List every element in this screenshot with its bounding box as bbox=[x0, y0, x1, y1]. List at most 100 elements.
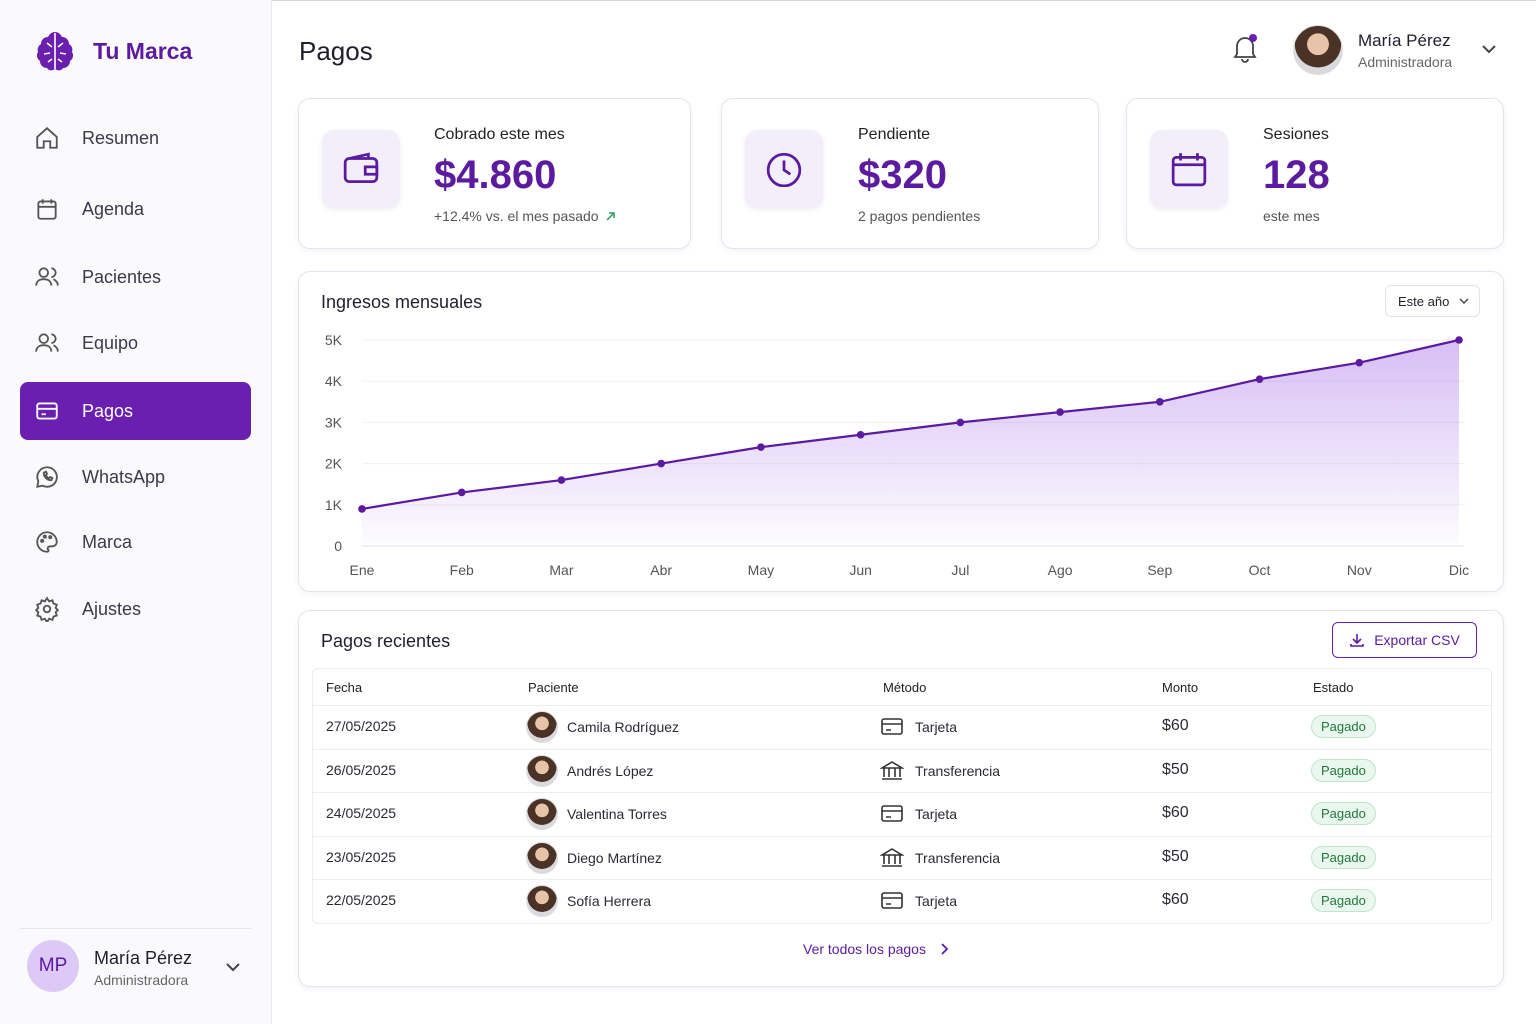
x-tick-label: Mar bbox=[549, 562, 573, 578]
patient-avatar bbox=[526, 711, 558, 743]
status-badge: Pagado bbox=[1311, 889, 1376, 913]
kpi-note-text: este mes bbox=[1263, 208, 1320, 224]
nav-label: Ajustes bbox=[82, 598, 142, 619]
table bbox=[312, 668, 1492, 924]
method-icon bbox=[880, 760, 904, 780]
status-badge: Pagado bbox=[1311, 845, 1376, 869]
kpi-value: $320 bbox=[858, 153, 947, 197]
period-filter-label: Este año bbox=[1398, 293, 1450, 309]
brand-logo bbox=[36, 32, 74, 71]
x-tick-label: Dic bbox=[1449, 562, 1469, 578]
nav-icon bbox=[36, 127, 58, 149]
nav-label: Marca bbox=[82, 531, 133, 552]
download-icon bbox=[1350, 634, 1365, 647]
period-filter[interactable]: Este año bbox=[1385, 285, 1480, 317]
export-button[interactable]: Exportar CSV bbox=[1332, 622, 1477, 658]
divider bbox=[20, 928, 251, 929]
amount: $50 bbox=[1162, 847, 1189, 865]
point bbox=[1455, 336, 1463, 344]
column-header: Paciente bbox=[528, 680, 579, 695]
amount: $50 bbox=[1162, 760, 1189, 778]
nav-item[interactable]: Pagos bbox=[20, 382, 251, 440]
point bbox=[856, 430, 865, 439]
patient-avatar bbox=[526, 754, 558, 787]
nav-item[interactable]: Agenda bbox=[20, 180, 251, 238]
nav-label: Resumen bbox=[82, 127, 160, 148]
chevron bbox=[1459, 298, 1469, 305]
amount: $60 bbox=[1162, 891, 1189, 909]
kpi-note: este mes bbox=[1263, 208, 1320, 224]
row-line bbox=[313, 879, 1491, 881]
nav-item[interactable]: Equipo bbox=[20, 314, 251, 372]
point bbox=[557, 476, 566, 484]
nav-icon bbox=[35, 333, 59, 352]
see-all-label: Ver todos los pagos bbox=[803, 941, 926, 957]
point bbox=[1056, 408, 1064, 416]
point bbox=[1255, 375, 1264, 383]
method: Tarjeta bbox=[915, 719, 958, 735]
patient: Valentina Torres bbox=[567, 806, 667, 823]
header-avatar bbox=[1293, 25, 1343, 75]
nav-label: Equipo bbox=[82, 332, 139, 353]
notifications[interactable] bbox=[1230, 32, 1260, 64]
kpi-note: 2 pagos pendientes bbox=[858, 208, 980, 224]
method: Tarjeta bbox=[915, 893, 958, 910]
date: 24/05/2025 bbox=[326, 805, 397, 822]
kpi-icon-box bbox=[745, 130, 823, 208]
user-role: Administradora bbox=[94, 972, 189, 988]
date: 27/05/2025 bbox=[326, 718, 397, 734]
kpi-icon-box bbox=[322, 130, 400, 208]
nav-label: Agenda bbox=[82, 198, 145, 219]
export-label: Exportar CSV bbox=[1374, 632, 1460, 648]
user-menu[interactable] bbox=[224, 958, 242, 976]
method: Tarjeta bbox=[915, 806, 958, 823]
nav-label: Pacientes bbox=[82, 266, 162, 287]
header-line bbox=[313, 705, 1491, 706]
x-tick-label: Abr bbox=[650, 562, 672, 578]
nav-item[interactable]: Resumen bbox=[20, 109, 251, 167]
column-header: Monto bbox=[1162, 680, 1199, 695]
trend-up bbox=[606, 212, 615, 221]
point bbox=[757, 443, 765, 451]
point bbox=[358, 505, 366, 513]
row-line bbox=[313, 792, 1491, 794]
header-menu[interactable] bbox=[1480, 40, 1498, 58]
user-name: María Pérez bbox=[94, 948, 193, 968]
point bbox=[657, 459, 665, 468]
nav-item[interactable]: Marca bbox=[20, 513, 251, 571]
brand-name: Tu Marca bbox=[93, 38, 193, 64]
nav-label: Pagos bbox=[82, 400, 134, 421]
nav-item[interactable]: Ajustes bbox=[20, 580, 251, 638]
revenue-chart: 0 1K 2K 3K 4K 5K Ene Feb Mar Abr May Jun Jul Ago Sep Oc… bbox=[325, 332, 1469, 578]
point bbox=[1355, 358, 1364, 367]
x-tick-label: Jun bbox=[849, 562, 872, 578]
date: 23/05/2025 bbox=[326, 848, 397, 865]
amount: $60 bbox=[1162, 717, 1189, 734]
method-icon bbox=[881, 805, 903, 822]
patient: Diego Martínez bbox=[567, 849, 662, 866]
nav-icon bbox=[37, 199, 57, 220]
nav-item[interactable]: Pacientes bbox=[20, 248, 251, 306]
x-tick-label: Nov bbox=[1347, 562, 1372, 578]
payments-card bbox=[298, 610, 1504, 987]
x-tick-label: Jul bbox=[951, 562, 969, 578]
point bbox=[1156, 398, 1164, 406]
amount: $60 bbox=[1162, 804, 1189, 822]
y-tick-label: 3K bbox=[325, 414, 343, 430]
nav-item[interactable]: WhatsApp bbox=[20, 448, 251, 506]
top-border bbox=[0, 0, 1536, 1]
kpi-value: $4.860 bbox=[434, 153, 557, 197]
row-line bbox=[313, 835, 1491, 837]
kpi-label: Cobrado este mes bbox=[434, 126, 565, 143]
see-all-link[interactable]: Ver todos los pagos bbox=[803, 941, 952, 957]
chart-title: Ingresos mensuales bbox=[321, 292, 483, 312]
column-header: Fecha bbox=[326, 680, 363, 695]
method-icon bbox=[880, 847, 904, 867]
user-initials: MP bbox=[27, 940, 79, 992]
method-icon bbox=[881, 718, 903, 735]
status-badge: Pagado bbox=[1311, 802, 1376, 826]
status-badge: Pagado bbox=[1311, 715, 1376, 738]
kpi-icon bbox=[343, 152, 379, 184]
point bbox=[457, 488, 466, 497]
patient: Camila Rodríguez bbox=[567, 719, 680, 735]
